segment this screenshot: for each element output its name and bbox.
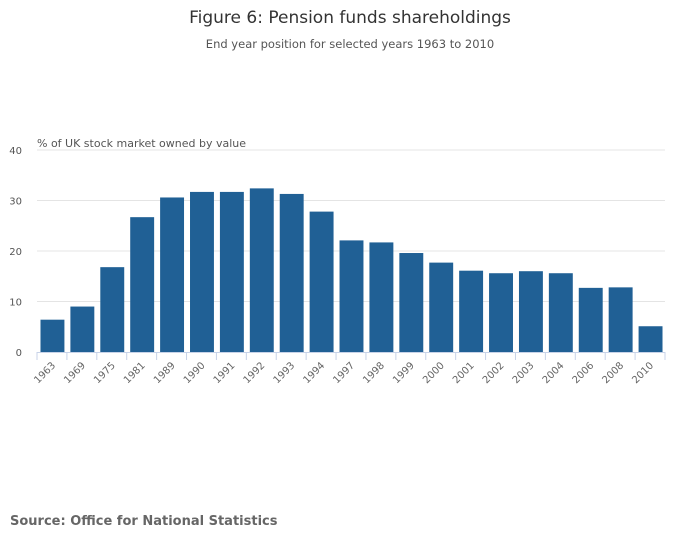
x-tick-label: 1975: [92, 360, 118, 386]
x-tick-label: 1994: [301, 360, 327, 386]
x-tick-label: 1993: [272, 360, 298, 386]
bar-1992: [249, 188, 274, 352]
bar-1990: [190, 191, 214, 352]
x-tick-label: 2006: [571, 360, 597, 386]
y-axis-label: % of UK stock market owned by value: [37, 137, 246, 150]
x-tick-label: 2000: [421, 360, 447, 386]
bar-1997: [339, 240, 364, 352]
x-tick-label: 1997: [331, 360, 357, 386]
y-tick-label: 10: [9, 298, 22, 309]
x-tick-label: 2001: [451, 360, 477, 386]
bar-1994: [309, 211, 334, 352]
x-tick-label: 2002: [481, 360, 507, 386]
bar-1969: [70, 306, 95, 352]
bar-1993: [279, 193, 304, 352]
chart-subtitle: End year position for selected years 196…: [205, 37, 495, 51]
x-tick-label: 2003: [511, 360, 537, 386]
y-tick-label: 20: [9, 247, 22, 258]
bar-1963: [40, 319, 65, 352]
bar-2000: [429, 262, 454, 352]
chart-title: Figure 6: Pension funds shareholdings: [189, 8, 511, 28]
bar-1975: [100, 267, 125, 352]
bar-2001: [459, 270, 484, 352]
bar-1989: [160, 197, 185, 352]
x-tick-label: 1991: [212, 360, 238, 386]
x-tick-label: 1989: [152, 360, 178, 386]
y-tick-label: 30: [9, 197, 22, 208]
x-tick-label: 1981: [122, 360, 148, 386]
y-tick-label: 40: [9, 146, 22, 157]
x-tick-label: 1998: [361, 360, 387, 386]
x-tick-label: 2010: [630, 360, 656, 386]
bar-1981: [130, 217, 155, 352]
bar-2002: [489, 273, 513, 352]
bar-2004: [548, 273, 573, 352]
x-tick-label: 1999: [391, 360, 417, 386]
bar-1991: [219, 191, 244, 352]
x-tick-label: 2008: [600, 360, 626, 386]
bar-2010: [638, 326, 663, 352]
bar-1999: [399, 253, 424, 352]
x-tick-label: 1963: [32, 360, 58, 386]
x-tick-label: 1992: [242, 360, 268, 386]
x-tick-label: 1969: [62, 360, 88, 386]
bar-2008: [608, 287, 633, 352]
x-tick-label: 1990: [182, 360, 208, 386]
y-tick-label: 0: [16, 348, 22, 359]
bar-2006: [578, 287, 603, 352]
bar-1998: [369, 242, 394, 352]
x-tick-label: 2004: [541, 360, 567, 386]
bar-2003: [518, 271, 543, 352]
source-note: Source: Office for National Statistics: [10, 514, 278, 529]
